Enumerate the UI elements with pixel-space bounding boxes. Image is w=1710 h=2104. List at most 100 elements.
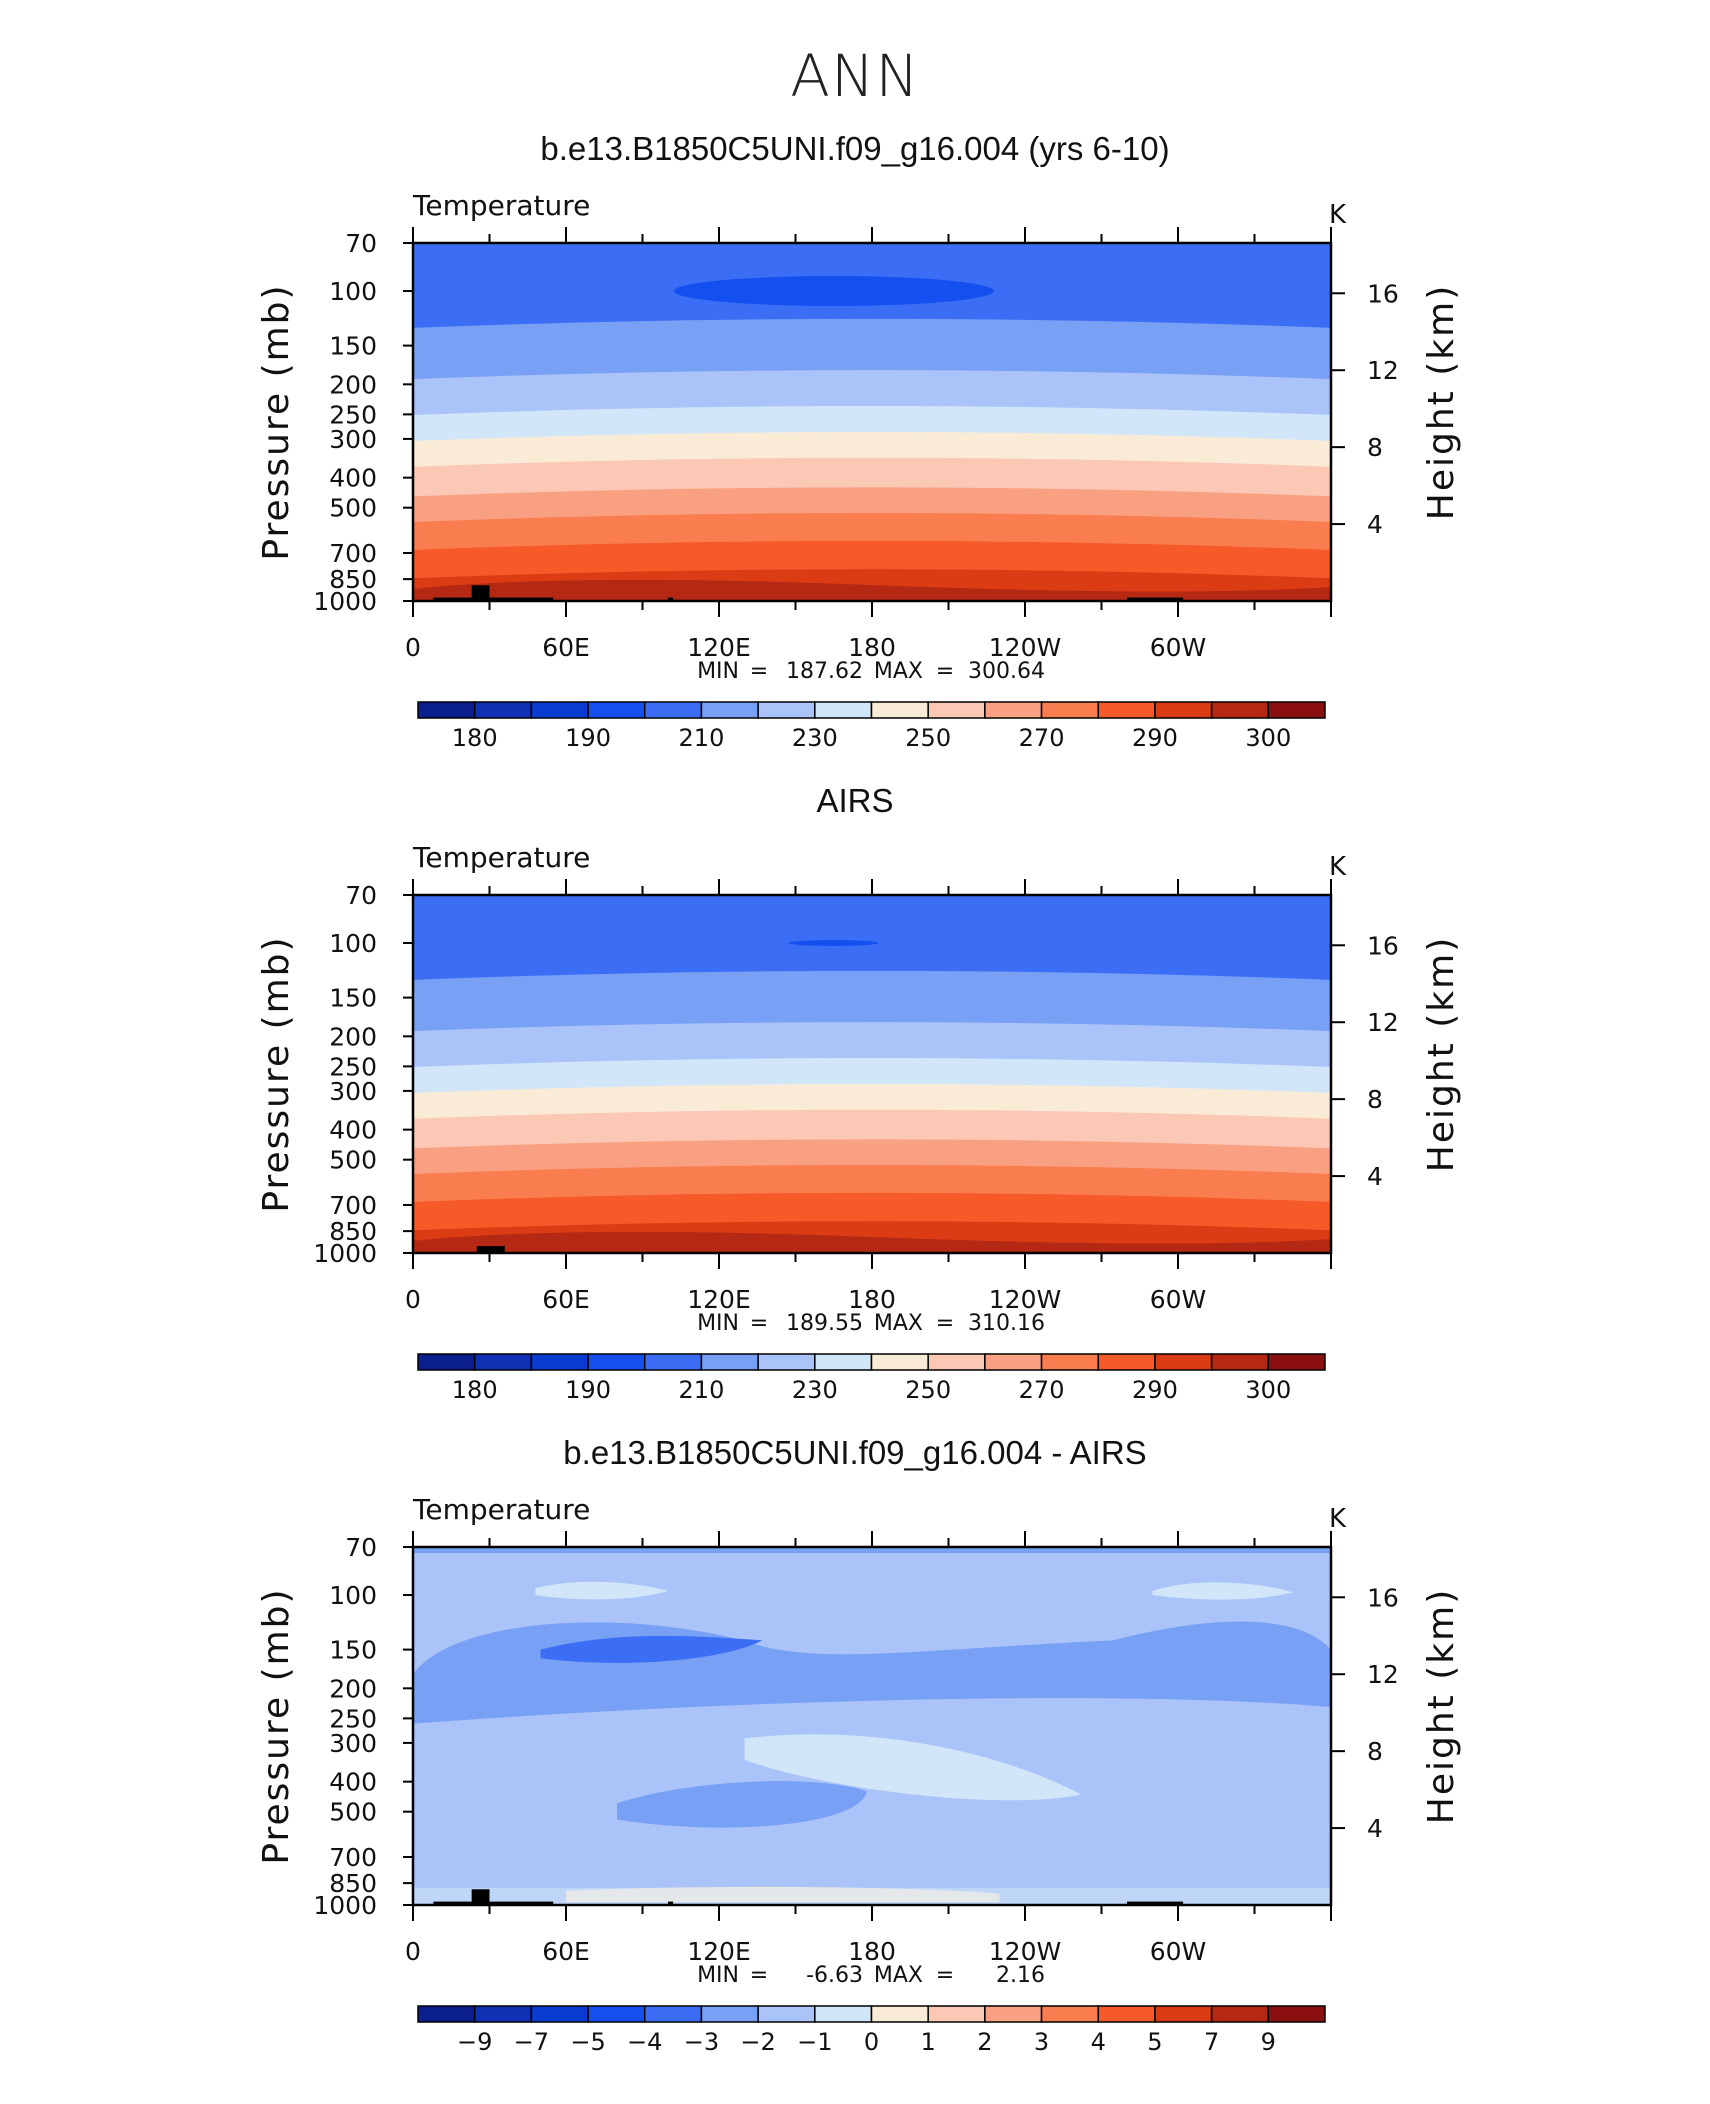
pressure-tick-label: 250: [329, 1704, 377, 1733]
stat-label: MIN: [697, 659, 739, 684]
pressure-tick-label: 70: [345, 229, 377, 258]
colorbar-swatch: [473, 701, 533, 719]
stat-value: 189.55: [786, 1311, 863, 1336]
panel-title: AIRS: [816, 782, 894, 819]
pressure-tick-label: 700: [329, 1843, 377, 1872]
colorbar-swatch: [587, 1353, 646, 1371]
contour-field: [413, 243, 1331, 601]
pressure-tick-label: 500: [329, 1146, 377, 1175]
lon-tick-label: 0: [405, 1937, 421, 1966]
colorbar-swatch: [417, 701, 476, 719]
colorbar-label: 230: [792, 1376, 838, 1404]
colorbar-swatch: [644, 701, 703, 719]
colorbar-label: −5: [570, 2028, 605, 2056]
y-axis-title: Pressure (mb): [256, 1587, 297, 1864]
colorbar-label: 270: [1019, 1376, 1065, 1404]
pressure-tick-label: 850: [329, 565, 377, 594]
topography-mask: [471, 1889, 490, 1905]
stat-value: 310.16: [968, 1311, 1045, 1336]
colorbar-label: 250: [905, 1376, 951, 1404]
units-label: K: [1329, 852, 1347, 882]
colorbar-swatch: [473, 2005, 533, 2023]
stat-value: 187.62: [786, 659, 863, 684]
lon-tick-label: 60E: [542, 1285, 590, 1314]
figure-title: ANN: [790, 42, 920, 110]
panel-airs: AIRS Temperature K 70 100 150 200 250 300 400 500…: [0, 782, 1710, 1442]
variable-label: Temperature: [412, 1493, 590, 1526]
pressure-tick-label: 1000: [313, 1891, 377, 1920]
colorbar-label: 0: [864, 2028, 879, 2056]
stat-value: 300.64: [968, 659, 1045, 684]
lon-tick-label: 60W: [1150, 633, 1207, 662]
colorbar-label: −2: [740, 2028, 775, 2056]
colorbar-label: 300: [1245, 1376, 1291, 1404]
panel-title: b.e13.B1850C5UNI.f09_g16.004 - AIRS: [563, 1434, 1147, 1471]
colorbar: −9 −7 −5 −4 −3 −2 −1 0 1 2 3 4 5 7 9: [417, 2005, 1326, 2056]
colorbar-swatch: [870, 701, 929, 719]
panel-title: b.e13.B1850C5UNI.f09_g16.004 (yrs 6-10): [540, 130, 1170, 167]
colorbar-label: 180: [452, 724, 498, 752]
lon-tick-label: 0: [405, 633, 421, 662]
colorbar-swatch: [700, 1353, 759, 1371]
plot-difference: Temperature K7010015020025030040050070085…: [256, 1493, 1462, 2056]
lon-tick-label: 120E: [687, 633, 751, 662]
lon-tick-label: 0: [405, 1285, 421, 1314]
colorbar-swatch: [1210, 701, 1270, 719]
pressure-tick-label: 400: [329, 1116, 377, 1145]
colorbar-swatch: [984, 701, 1043, 719]
colorbar-label: 3: [1034, 2028, 1049, 2056]
difference-region: [617, 1781, 867, 1828]
colorbar-label: 250: [905, 724, 951, 752]
colorbar-swatch: [530, 701, 589, 719]
pressure-tick-label: 700: [329, 1191, 377, 1220]
surface-warm-layer: [413, 1231, 1331, 1253]
colorbar-label: −4: [627, 2028, 662, 2056]
colorbar-swatch: [757, 701, 816, 719]
colorbar-swatch: [1097, 2005, 1156, 2023]
difference-region: [535, 1581, 668, 1600]
colorbar-swatch: [1267, 701, 1326, 719]
pressure-tick-label: 850: [329, 1217, 377, 1246]
tropopause-cold-core: [788, 940, 879, 947]
colorbar: 180 190 210 230 250 270 290 300: [417, 1353, 1326, 1404]
colorbar-label: −9: [457, 2028, 492, 2056]
colorbar-swatch: [1040, 1353, 1099, 1371]
stat-label: MIN: [697, 1963, 739, 1988]
y-axis-title-right: Height (km): [1421, 936, 1462, 1172]
stat-label: MAX: [874, 659, 923, 684]
difference-region: [413, 1547, 1331, 1553]
pressure-tick-label: 70: [345, 1533, 377, 1562]
stat-equals: =: [936, 1963, 954, 1988]
colorbar-label: 270: [1019, 724, 1065, 752]
difference-region: [413, 1887, 1331, 1905]
pressure-tick-label: 150: [329, 984, 377, 1013]
height-tick-label: 12: [1367, 1660, 1399, 1689]
colorbar-label: 5: [1147, 2028, 1162, 2056]
pressure-tick-label: 100: [329, 1581, 377, 1610]
colorbar-swatch: [530, 2005, 589, 2023]
colorbar-label: 7: [1204, 2028, 1219, 2056]
colorbar-swatch: [757, 2005, 816, 2023]
stat-equals: =: [750, 659, 768, 684]
lon-tick-label: 180: [848, 633, 896, 662]
colorbar-swatch: [1154, 701, 1213, 719]
difference-region: [1152, 1582, 1293, 1600]
topography-mask: [433, 1901, 554, 1905]
y-axis-title: Pressure (mb): [256, 283, 297, 560]
pressure-tick-label: 200: [329, 1674, 377, 1703]
pressure-tick-label: 850: [329, 1869, 377, 1898]
height-tick-label: 4: [1367, 510, 1383, 539]
lon-tick-label: 180: [848, 1937, 896, 1966]
colorbar-swatch: [1210, 1353, 1270, 1371]
colorbar-swatch: [417, 2005, 476, 2023]
pressure-tick-label: 700: [329, 539, 377, 568]
pressure-tick-label: 300: [329, 1077, 377, 1106]
stat-equals: =: [936, 1311, 954, 1336]
stat-label: MAX: [874, 1311, 923, 1336]
colorbar-swatch: [587, 2005, 646, 2023]
colorbar-swatch: [927, 2005, 986, 2023]
lon-tick-label: 120W: [989, 1285, 1061, 1314]
topography-mask: [1127, 597, 1184, 601]
lon-tick-label: 120E: [687, 1937, 751, 1966]
colorbar-label: 190: [565, 1376, 611, 1404]
